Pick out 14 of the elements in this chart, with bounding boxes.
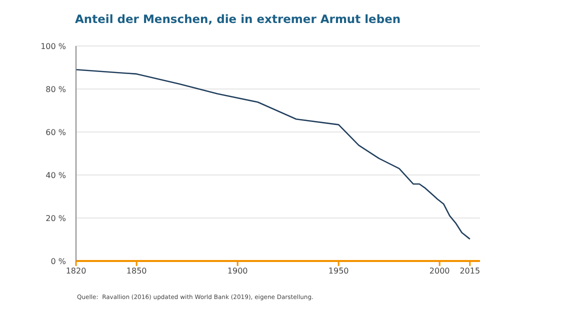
y-tick-label: 0 % (50, 256, 66, 266)
y-tick-label: 40 % (46, 170, 66, 180)
x-tick-label: 1820 (66, 266, 86, 276)
chart-title: Anteil der Menschen, die in extremer Armut leben (75, 12, 401, 26)
x-tick-label: 1950 (328, 266, 349, 276)
y-tick-label: 100 % (40, 42, 66, 51)
x-tick-label: 1900 (227, 266, 248, 276)
x-tick-label: 2015 (460, 266, 480, 276)
y-tick-label: 80 % (46, 84, 66, 94)
x-tick-label: 2000 (429, 266, 450, 276)
x-tick-label: 1850 (126, 266, 147, 276)
line-series (76, 69, 471, 240)
y-tick-label: 60 % (46, 128, 66, 137)
y-tick-label: 20 % (46, 214, 66, 223)
